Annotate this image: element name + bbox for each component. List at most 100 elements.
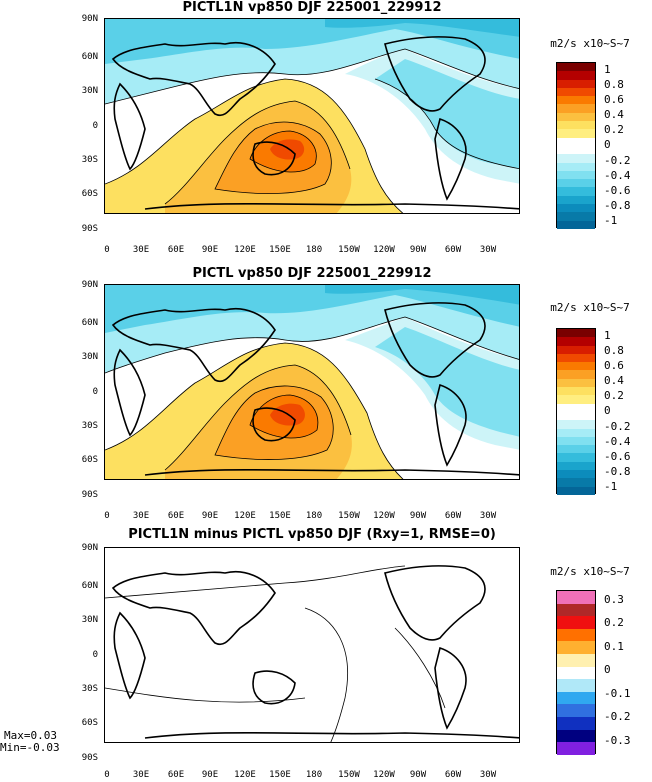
colorbar-swatch bbox=[557, 641, 595, 655]
lat-label: 60N bbox=[81, 581, 98, 591]
lon-label: 120W bbox=[373, 770, 395, 780]
colorbar-label: 0.4 bbox=[604, 108, 624, 122]
colorbar-label: 1 bbox=[604, 329, 611, 342]
lon-label: 150W bbox=[338, 511, 360, 521]
lon-label: 120E bbox=[234, 511, 256, 521]
lat-label: 60S bbox=[81, 718, 98, 728]
units-label: m2/s x10~S~7 bbox=[550, 565, 630, 578]
lon-label: 150W bbox=[338, 770, 360, 780]
lat-label: 90N bbox=[81, 14, 98, 24]
colorbar-label: 0.6 bbox=[604, 93, 624, 107]
colorbar-swatch bbox=[557, 104, 595, 113]
colorbar-label: 0.2 bbox=[604, 389, 624, 403]
colorbar-swatch bbox=[557, 378, 595, 388]
lat-label: 90N bbox=[81, 280, 98, 290]
colorbar-swatch bbox=[557, 179, 595, 188]
contour-map-svg bbox=[105, 19, 519, 213]
lat-label: 60N bbox=[81, 318, 98, 328]
colorbar-swatch bbox=[557, 729, 595, 743]
lon-label: 90W bbox=[409, 511, 427, 521]
colorbar-label: 1 bbox=[604, 63, 611, 76]
colorbar-label: -0.3 bbox=[604, 733, 631, 747]
units-label: m2/s x10~S~7 bbox=[550, 37, 630, 50]
contour-map-svg bbox=[105, 548, 519, 742]
lon-label: 90W bbox=[409, 770, 427, 780]
lon-label: 30W bbox=[479, 511, 497, 521]
colorbar-swatch bbox=[557, 362, 595, 371]
lat-label: 60N bbox=[81, 52, 98, 62]
lon-label: 120W bbox=[373, 245, 395, 255]
lon-label: 90E bbox=[201, 511, 219, 521]
lon-label: 0 bbox=[104, 770, 110, 780]
map-plot bbox=[104, 547, 520, 743]
colorbar-swatch bbox=[557, 329, 595, 338]
colorbar-swatch bbox=[557, 420, 595, 429]
colorbar-swatch bbox=[557, 170, 595, 180]
colorbar-swatch bbox=[557, 478, 595, 487]
colorbar-swatch bbox=[557, 345, 595, 354]
lat-label: 30N bbox=[81, 86, 98, 96]
colorbar-label: -0.6 bbox=[604, 183, 631, 197]
map-plot bbox=[104, 18, 520, 214]
lat-label: 90N bbox=[81, 543, 98, 553]
lat-label: 60S bbox=[81, 189, 98, 199]
lon-label: 150E bbox=[269, 245, 291, 255]
colorbar-label: 0.3 bbox=[604, 593, 624, 606]
lat-label: 0 bbox=[92, 121, 98, 131]
lon-label: 60E bbox=[167, 511, 185, 521]
colorbar-swatch bbox=[557, 603, 595, 617]
colorbar bbox=[556, 62, 596, 229]
lon-label: 90W bbox=[409, 245, 427, 255]
colorbar-label: 0 bbox=[604, 663, 611, 677]
max-stat: Max=0.03 bbox=[4, 729, 57, 742]
colorbar-swatch bbox=[557, 220, 595, 229]
panel-title: PICTL vp850 DJF 225001_229912 bbox=[192, 266, 432, 281]
colorbar-swatch bbox=[557, 666, 595, 680]
colorbar-label: 0.2 bbox=[604, 616, 624, 630]
colorbar-swatch bbox=[557, 486, 595, 495]
units-label: m2/s x10~S~7 bbox=[550, 301, 630, 314]
colorbar-swatch bbox=[557, 453, 595, 462]
lat-label: 90S bbox=[81, 224, 98, 234]
lat-label: 30S bbox=[81, 421, 98, 431]
colorbar-swatch bbox=[557, 395, 595, 404]
colorbar-swatch bbox=[557, 436, 595, 446]
colorbar-swatch bbox=[557, 461, 595, 471]
lat-label: 90S bbox=[81, 753, 98, 763]
colorbar-swatch bbox=[557, 71, 595, 80]
colorbar-label: -0.2 bbox=[604, 710, 631, 724]
lon-label: 180 bbox=[305, 245, 323, 255]
colorbar-swatch bbox=[557, 137, 595, 146]
colorbar-label: -0.8 bbox=[604, 198, 631, 212]
colorbar-label: -1 bbox=[604, 479, 618, 493]
colorbar-label: -0.2 bbox=[604, 419, 631, 433]
colorbar-swatch bbox=[557, 79, 595, 88]
lat-label: 0 bbox=[92, 650, 98, 660]
lon-label: 60W bbox=[444, 245, 462, 255]
lon-label: 60W bbox=[444, 770, 462, 780]
colorbar-swatch bbox=[557, 145, 595, 155]
colorbar-swatch bbox=[557, 679, 595, 692]
colorbar-swatch bbox=[557, 96, 595, 105]
lat-label: 30S bbox=[81, 684, 98, 694]
lon-label: 30E bbox=[132, 511, 150, 521]
lon-label: 30E bbox=[132, 770, 150, 780]
colorbar-label: 0.6 bbox=[604, 359, 624, 373]
lon-label: 0 bbox=[104, 511, 110, 521]
lon-label: 30W bbox=[479, 245, 497, 255]
lat-label: 30N bbox=[81, 615, 98, 625]
colorbar-swatch bbox=[557, 654, 595, 667]
colorbar-label: -0.4 bbox=[604, 168, 631, 182]
colorbar-swatch bbox=[557, 63, 595, 72]
min-stat: Min=-0.03 bbox=[0, 741, 60, 754]
colorbar-swatch bbox=[557, 154, 595, 163]
colorbar-swatch bbox=[557, 704, 595, 718]
colorbar-swatch bbox=[557, 470, 595, 479]
lon-label: 150E bbox=[269, 770, 291, 780]
colorbar-label: 0.2 bbox=[604, 123, 624, 137]
colorbar-swatch bbox=[557, 121, 595, 130]
colorbar-label: -0.8 bbox=[604, 464, 631, 478]
lat-label: 90S bbox=[81, 490, 98, 500]
colorbar-label: 0.4 bbox=[604, 374, 624, 388]
colorbar-swatch bbox=[557, 212, 595, 221]
